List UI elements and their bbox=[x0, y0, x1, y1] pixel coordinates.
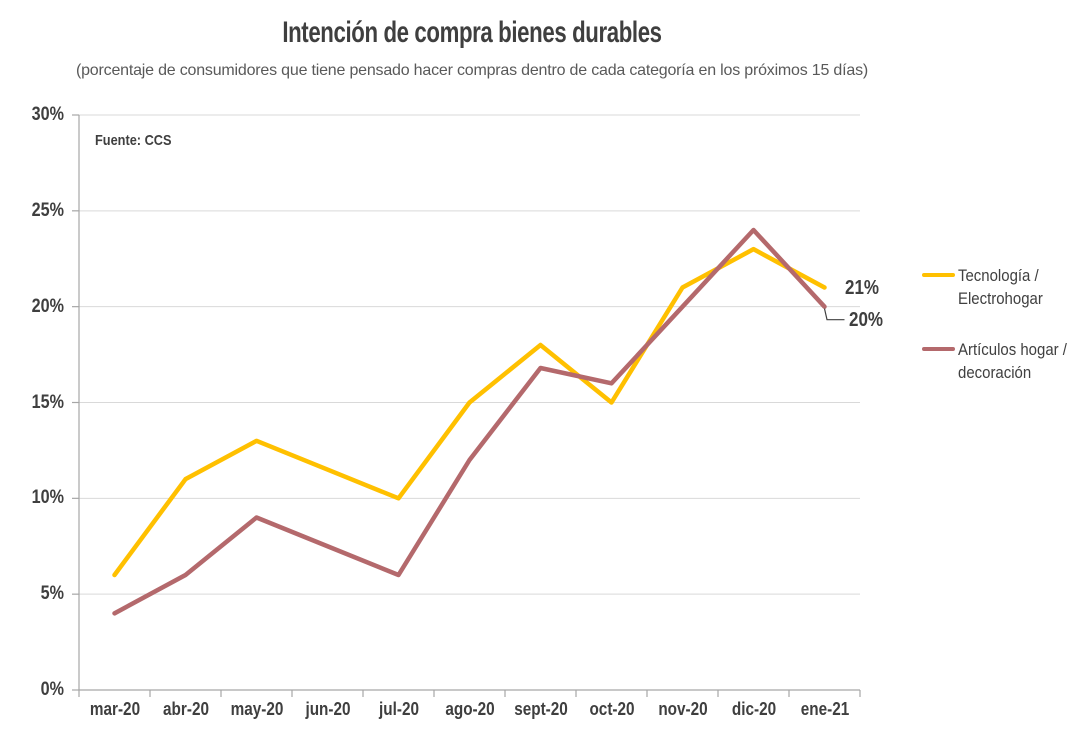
y-tick-label: 25% bbox=[31, 199, 64, 221]
legend-label-line: Artículos hogar / bbox=[958, 340, 1067, 359]
legend-label-line: Electrohogar bbox=[958, 289, 1043, 308]
x-tick-label: nov-20 bbox=[657, 699, 708, 719]
y-tick-label: 10% bbox=[31, 487, 64, 509]
y-tick-label: 20% bbox=[31, 295, 64, 317]
x-tick-label: ago-20 bbox=[444, 699, 495, 719]
label-leader-line bbox=[823, 308, 845, 321]
x-tick-label: sept-20 bbox=[513, 699, 568, 719]
legend-label-articulos-hogar: Artículos hogar / decoración bbox=[958, 338, 1067, 384]
series-line-1 bbox=[112, 227, 827, 616]
legend-label-tecnologia: Tecnología / Electrohogar bbox=[958, 264, 1043, 310]
x-tick-label: oct-20 bbox=[588, 699, 635, 719]
data-label-tecnologia: 21% bbox=[844, 276, 879, 299]
x-tick-label: jun-20 bbox=[304, 699, 351, 719]
x-tick-label: dic-20 bbox=[731, 699, 776, 719]
x-tick-label: may-20 bbox=[230, 699, 283, 719]
legend-swatch-articulos-hogar bbox=[922, 347, 955, 351]
source-note: Fuente: CCS bbox=[95, 132, 172, 149]
legend-label-line: decoración bbox=[958, 363, 1032, 382]
chart-title: Intención de compra bienes durables bbox=[282, 16, 662, 49]
x-tick-label: mar-20 bbox=[89, 699, 140, 719]
y-tick-label: 30% bbox=[31, 104, 64, 125]
chart-subtitle: (porcentaje de consumidores que tiene pe… bbox=[75, 62, 869, 79]
y-tick-label: 5% bbox=[40, 583, 64, 605]
x-tick-label: ene-21 bbox=[800, 699, 849, 719]
y-tick-label: 0% bbox=[40, 679, 64, 700]
data-label-articulos-hogar: 20% bbox=[848, 308, 883, 331]
legend-label-line: Tecnología / bbox=[958, 266, 1039, 285]
y-tick-label: 15% bbox=[31, 391, 64, 413]
series-line-0 bbox=[112, 246, 827, 578]
x-tick-label: abr-20 bbox=[162, 699, 209, 719]
legend-swatch-tecnologia bbox=[922, 273, 955, 277]
x-tick-label: jul-20 bbox=[378, 699, 419, 719]
